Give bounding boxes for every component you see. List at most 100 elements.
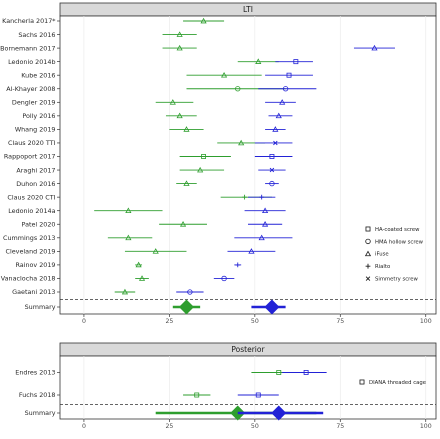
- point-marker-plus: [242, 194, 247, 200]
- legend-label: iFuse: [375, 252, 389, 258]
- legend-x-icon: [365, 276, 371, 281]
- study-label: Polly 2016: [22, 112, 55, 120]
- legend-item: HMA hollow screw: [365, 238, 424, 245]
- summary-row: Summary: [25, 405, 324, 421]
- point-marker-square: [269, 154, 275, 159]
- point-marker-triangle: [272, 126, 279, 132]
- legend-item: Rialto: [365, 263, 390, 270]
- study-row: Dengler 2019: [12, 99, 296, 107]
- study-row: Claus 2020 TTI: [8, 139, 293, 147]
- study-label: Cleveland 2019: [6, 248, 56, 256]
- point-marker-triangle: [152, 248, 159, 254]
- x-tick-label: 0: [82, 318, 86, 325]
- point-marker-triangle: [200, 17, 207, 24]
- legend-square-icon: [359, 379, 365, 385]
- legend-item: Simmetry screw: [365, 276, 418, 283]
- point-marker-triangle: [262, 207, 269, 214]
- study-row: Cummings 2013: [3, 234, 293, 242]
- study-label: Kube 2016: [21, 71, 55, 79]
- point-marker-circle: [221, 275, 227, 282]
- legend-label: HMA hollow screw: [375, 239, 424, 245]
- summary-row: Summary: [25, 299, 286, 315]
- study-row: Kancherla 2017*: [2, 17, 225, 25]
- legend-label: HA-coated screw: [375, 227, 420, 233]
- panel-title: Posterior: [231, 345, 265, 354]
- point-marker-triangle: [125, 207, 132, 214]
- study-row: Polly 2016: [22, 112, 293, 120]
- legend-label: Simmetry screw: [375, 277, 418, 283]
- point-marker-plus: [235, 262, 241, 268]
- x-tick-label: 50: [251, 318, 259, 325]
- point-marker-triangle: [135, 261, 142, 268]
- point-marker-triangle: [138, 275, 146, 281]
- x-tick-label: 50: [251, 423, 259, 430]
- study-label: Endres 2013: [15, 369, 55, 377]
- study-label: Sachs 2016: [18, 31, 55, 39]
- study-label: Bornemann 2017: [0, 44, 55, 52]
- study-row: Ledonio 2014a: [8, 207, 286, 215]
- study-label: Rappoport 2017: [4, 153, 56, 161]
- study-label: Patel 2020: [22, 220, 56, 228]
- point-marker-square: [293, 59, 299, 65]
- study-label: Gaetani 2013: [12, 288, 55, 296]
- point-marker-square: [286, 72, 292, 78]
- point-marker-square: [255, 392, 261, 398]
- point-marker-square: [303, 370, 309, 375]
- study-label: Dengler 2019: [12, 99, 56, 107]
- point-marker-triangle: [179, 221, 187, 227]
- study-label: Rainov 2019: [15, 261, 55, 269]
- point-marker-triangle: [121, 288, 129, 295]
- point-marker-circle: [269, 180, 275, 187]
- study-label: Duhon 2016: [16, 180, 55, 188]
- study-row: Rainov 2019: [15, 261, 242, 269]
- legend-label: Rialto: [375, 264, 390, 270]
- study-label: Vanaclocha 2018: [1, 275, 56, 283]
- study-label: Cummings 2013: [3, 234, 55, 242]
- study-label: Ledonio 2014b: [8, 58, 55, 66]
- point-marker-triangle: [183, 126, 190, 132]
- study-row: Araghi 2017: [16, 166, 286, 174]
- x-tick-label: 25: [165, 423, 173, 430]
- summary-label: Summary: [25, 409, 56, 417]
- study-label: Kancherla 2017*: [2, 17, 55, 25]
- legend-item: HA-coated screw: [365, 226, 420, 233]
- x-tick-label: 75: [336, 423, 344, 430]
- point-marker-triangle: [197, 166, 204, 173]
- point-marker-triangle: [371, 44, 378, 51]
- study-label: Araghi 2017: [16, 166, 55, 174]
- panel-lti: LTI Kancherla 2017* Sachs 2016 Bornemann 20…: [0, 2, 437, 325]
- point-marker-square: [194, 392, 200, 398]
- point-marker-triangle: [255, 58, 262, 64]
- study-label: Whang 2019: [15, 126, 56, 134]
- legend-item: DIANA threaded cage: [359, 379, 426, 386]
- legend-circle-icon: [365, 238, 371, 245]
- study-row: Claus 2020 CTI: [7, 193, 276, 201]
- study-row: Sachs 2016: [18, 31, 197, 39]
- summary-label: Summary: [25, 303, 56, 311]
- point-marker-triangle: [220, 71, 228, 78]
- study-row: Al-Khayer 2008: [6, 85, 317, 93]
- point-marker-triangle: [262, 221, 269, 227]
- point-marker-triangle: [176, 31, 183, 37]
- point-marker-triangle: [248, 248, 255, 254]
- point-marker-circle: [187, 289, 193, 295]
- study-label: Claus 2020 CTI: [7, 193, 55, 201]
- point-marker-triangle: [238, 139, 245, 146]
- summary-diamond: [178, 299, 194, 315]
- study-row: Patel 2020: [22, 220, 283, 228]
- study-label: Fuchs 2018: [19, 391, 56, 399]
- study-row: Duhon 2016: [16, 180, 279, 188]
- point-marker-circle: [282, 86, 289, 92]
- study-row: Bornemann 2017: [0, 44, 395, 52]
- point-marker-square: [201, 154, 207, 159]
- summary-diamond: [264, 299, 280, 315]
- study-label: Ledonio 2014a: [8, 207, 55, 215]
- study-row: Fuchs 2018: [19, 391, 279, 399]
- study-row: Gaetani 2013: [12, 288, 204, 296]
- study-label: Al-Khayer 2008: [6, 85, 55, 93]
- point-marker-triangle: [176, 112, 183, 119]
- x-tick-label: 0: [82, 423, 86, 430]
- x-tick-label: 75: [336, 318, 344, 325]
- panel-posterior: Posterior Endres 2013 Fuchs 2018 Summary 0 25…: [15, 342, 437, 430]
